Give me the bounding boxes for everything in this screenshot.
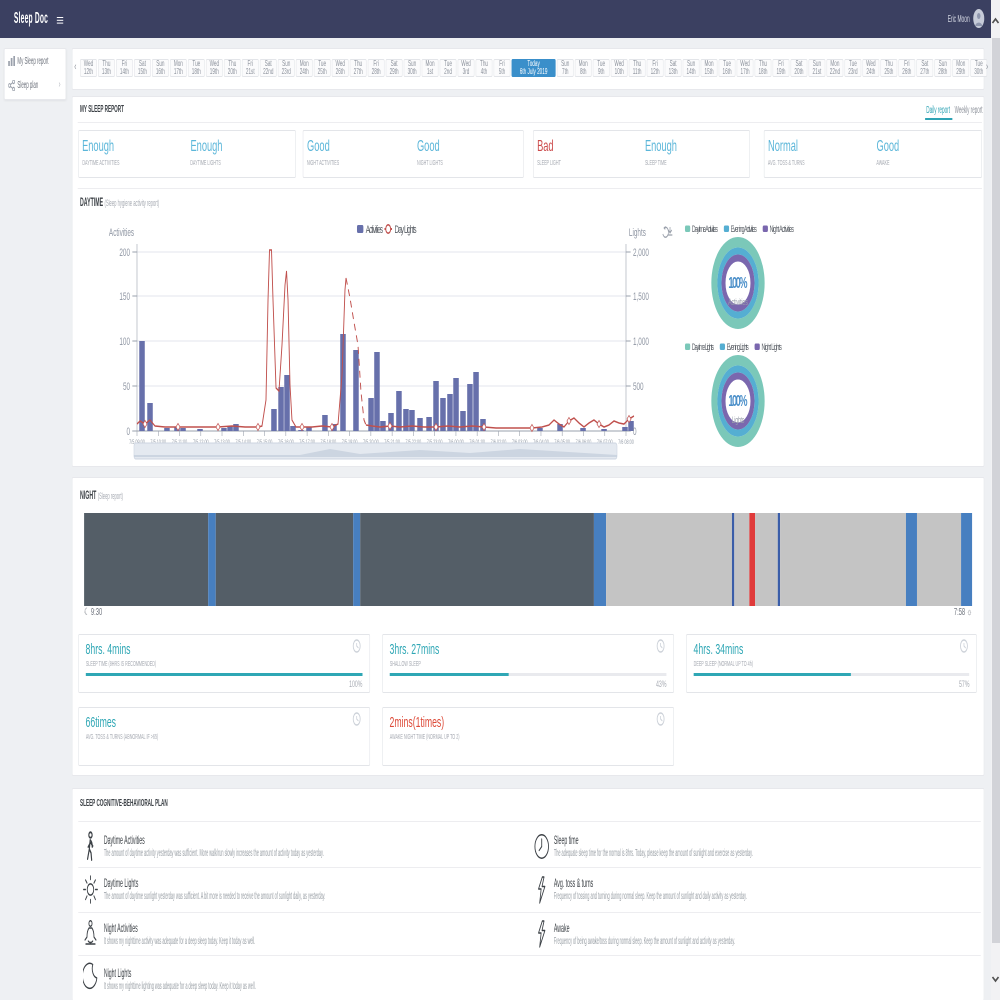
svg-text:Activities: Activities (366, 223, 384, 235)
svg-text:100%: 100% (728, 273, 747, 291)
svg-text:Activities: Activities (109, 226, 135, 238)
svg-text:Night Lights: Night Lights (762, 341, 783, 352)
svg-text:0: 0 (126, 425, 130, 437)
svg-text:Night Activities: Night Activities (770, 223, 795, 234)
svg-text:Evening Activities: Evening Activities (731, 223, 757, 234)
svg-text:Lights: Lights (732, 414, 745, 425)
svg-text:Daytime Activities: Daytime Activities (692, 223, 718, 234)
svg-text:500: 500 (633, 380, 644, 392)
svg-text:100: 100 (119, 335, 130, 347)
svg-text:1,000: 1,000 (633, 335, 649, 347)
svg-text:150: 150 (119, 290, 130, 302)
svg-text:1,500: 1,500 (633, 290, 649, 302)
svg-text:100%: 100% (728, 391, 747, 409)
svg-text:50: 50 (123, 380, 130, 392)
svg-text:Daytime Lights: Daytime Lights (692, 341, 714, 352)
svg-text:Evening Lights: Evening Lights (727, 341, 749, 352)
svg-text:2,000: 2,000 (633, 246, 649, 258)
svg-text:7/6 08:00: 7/6 08:00 (618, 439, 634, 446)
svg-text:0: 0 (633, 425, 637, 437)
svg-text:Activities: Activities (728, 296, 748, 307)
svg-text:Day Lights: Day Lights (395, 223, 417, 235)
svg-text:Lights: Lights (629, 226, 646, 238)
svg-text:200: 200 (119, 246, 130, 258)
